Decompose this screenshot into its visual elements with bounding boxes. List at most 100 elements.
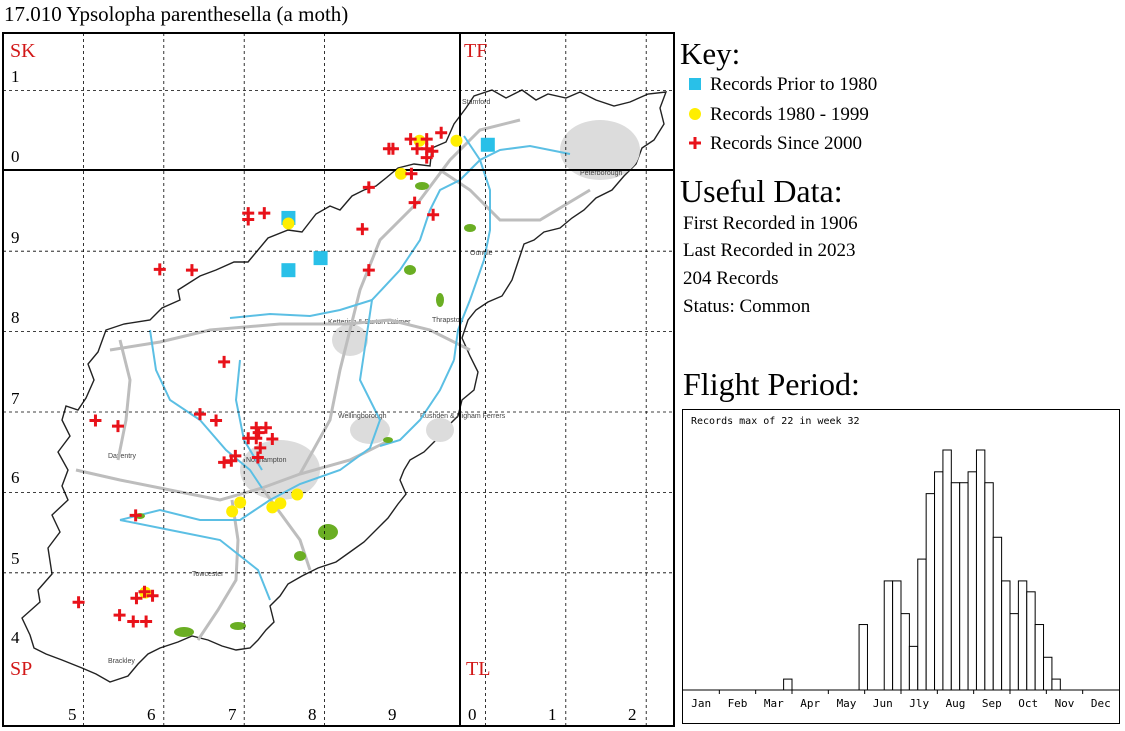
town-label: Wellingborough: [338, 413, 387, 420]
woodland: [230, 622, 246, 630]
easting-label: 9: [388, 705, 397, 724]
month-label: Feb: [728, 697, 748, 710]
record-since-2000: [251, 451, 264, 464]
town-label: Northampton: [246, 457, 287, 464]
record-since-2000: [258, 207, 271, 220]
red-cross-icon: [686, 134, 704, 156]
easting-label: 6: [147, 705, 156, 724]
record-since-2000: [185, 264, 198, 277]
easting-label: 5: [68, 705, 77, 724]
month-label: Oct: [1018, 697, 1038, 710]
flight-period-heading: Flight Period:: [683, 366, 860, 402]
record-since-2000: [259, 421, 272, 434]
key-item-prior-1980: Records Prior to 1980: [686, 74, 877, 96]
northing-label: 5: [11, 549, 20, 568]
record-1980-1999: [282, 217, 295, 230]
flight-bar: [917, 558, 927, 691]
northing-label: 1: [11, 67, 20, 86]
month-label: May: [837, 697, 857, 710]
record-since-2000: [435, 126, 448, 139]
record-since-2000: [127, 615, 140, 628]
record-since-2000: [193, 408, 206, 421]
town-label: Peterborough: [580, 170, 623, 177]
record-1980-1999: [234, 496, 247, 509]
flight-bar: [992, 536, 1003, 691]
flight-bar: [1051, 678, 1061, 691]
flight-bar: [1034, 624, 1045, 691]
record-since-2000: [426, 145, 439, 158]
urban-area: [560, 120, 640, 180]
town-label: Brackley: [108, 658, 135, 665]
record-since-2000: [218, 355, 231, 368]
flight-bar: [1026, 591, 1036, 691]
flight-bar: [959, 482, 969, 691]
woodland: [436, 293, 444, 307]
record-1980-1999: [450, 134, 463, 147]
flight-caption: Records max of 22 in week 32: [691, 416, 860, 427]
grid-square-label: SP: [10, 658, 32, 680]
month-label: Sep: [982, 697, 1002, 710]
record-since-2000: [218, 456, 231, 469]
flight-chart-svg: Jan Feb Mar Apr May Jun Jly Aug Sep Oct Nov Dec: [683, 449, 1119, 710]
record-since-2000: [242, 213, 255, 226]
county-boundary: [21, 89, 668, 683]
record-since-2000: [146, 589, 159, 602]
easting-label: 2: [628, 705, 637, 724]
grid-square-label: SK: [10, 40, 36, 62]
road: [75, 438, 391, 502]
road: [196, 499, 240, 641]
urban-area: [350, 416, 390, 444]
flight-bar: [984, 482, 994, 691]
yellow-circle-icon: [686, 105, 704, 127]
flight-bar: [892, 580, 902, 691]
county-layer: [21, 89, 668, 683]
month-label: Mar: [764, 697, 784, 710]
record-1980-1999: [413, 134, 426, 147]
record-1980-1999: [291, 488, 304, 501]
road: [109, 318, 471, 352]
easting-label: 0: [468, 705, 477, 724]
record-since-2000: [411, 142, 424, 155]
river: [119, 144, 571, 521]
woodland: [404, 265, 416, 275]
woodland: [415, 182, 429, 190]
woodland: [464, 224, 476, 232]
month-label: Apr: [800, 697, 820, 710]
map-frame: [2, 32, 675, 727]
last-recorded: Last Recorded in 2023: [683, 240, 856, 261]
grid-square-label: TF: [464, 40, 487, 62]
blue-square-icon: [686, 75, 704, 97]
key-label: Records Since 2000: [710, 133, 862, 154]
flight-bar: [925, 493, 936, 691]
river: [379, 359, 455, 447]
record-prior-1980: [313, 251, 328, 266]
woodland: [174, 627, 194, 637]
flight-bar: [975, 449, 986, 691]
record-since-2000: [408, 196, 421, 209]
records-layer: [72, 126, 495, 628]
record-since-2000: [266, 433, 279, 446]
record-since-2000: [210, 414, 223, 427]
woodland: [294, 551, 306, 561]
flight-bar: [967, 471, 977, 691]
month-label: Aug: [946, 697, 966, 710]
month-label: Nov: [1055, 697, 1075, 710]
woodland: [318, 524, 338, 540]
flight-bar: [858, 624, 868, 691]
town-label: Daventry: [108, 453, 137, 460]
flight-bar: [783, 678, 793, 691]
grid-square-label: TL: [466, 658, 490, 680]
record-1980-1999: [274, 497, 287, 510]
northing-label: 8: [11, 308, 20, 327]
flight-bar: [1001, 580, 1011, 691]
flight-bar: [900, 613, 910, 691]
northing-label: 6: [11, 468, 20, 487]
record-since-2000: [130, 592, 143, 605]
key-item-1980-1999: Records 1980 - 1999: [686, 104, 869, 126]
record-prior-1980: [281, 263, 296, 278]
record-1980-1999: [394, 167, 407, 180]
river-layer: [119, 135, 571, 601]
flight-bar: [942, 449, 952, 691]
flight-bar: [950, 482, 961, 691]
